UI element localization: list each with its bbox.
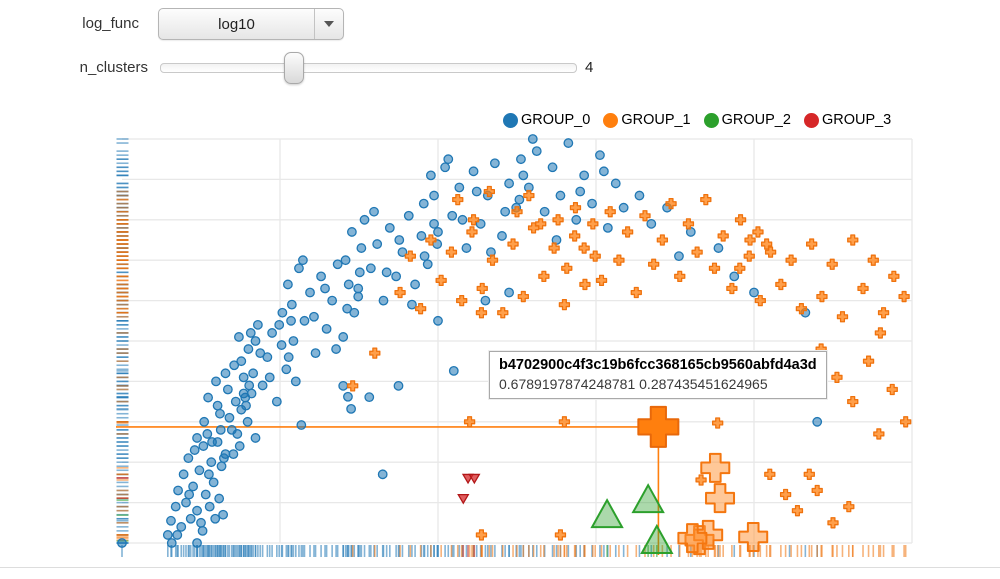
legend-label: GROUP_2 <box>721 112 791 128</box>
log-func-selected-value: log10 <box>218 15 255 33</box>
chevron-down-icon <box>324 21 334 27</box>
log-func-control-row: log_func log10 <box>0 8 1000 40</box>
legend-swatch-icon <box>803 112 819 128</box>
tooltip-id-text: b4702900c4f3c19b6fcc368165cb9560abfd4a3d <box>499 357 817 373</box>
legend-item-group_0[interactable]: GROUP_0 <box>503 112 590 128</box>
n-clusters-label: n_clusters <box>79 59 148 76</box>
n-clusters-control-row: n_clusters 4 <box>0 52 1000 84</box>
n-clusters-slider-track[interactable] <box>160 52 577 84</box>
log-func-dropdown[interactable]: log10 <box>158 8 344 40</box>
legend-swatch-icon <box>603 112 619 128</box>
legend-item-group_3[interactable]: GROUP_3 <box>803 112 892 128</box>
bottom-divider <box>0 567 1000 568</box>
legend-label: GROUP_0 <box>521 112 591 128</box>
dropdown-caret-button[interactable] <box>314 9 343 39</box>
legend-item-group_1[interactable]: GROUP_1 <box>603 112 691 128</box>
hover-tooltip: b4702900c4f3c19b6fcc368165cb9560abfd4a3d… <box>489 351 827 399</box>
n-clusters-slider-handle[interactable] <box>284 52 304 84</box>
legend-label: GROUP_3 <box>821 112 892 128</box>
legend-label: GROUP_1 <box>621 112 691 128</box>
legend-swatch-icon <box>503 112 518 128</box>
tooltip-xy-values: 0.6789197874248781 0.287435451624965 <box>499 376 768 392</box>
legend-item-group_2[interactable]: GROUP_2 <box>703 112 791 128</box>
log-func-label: log_func <box>82 15 139 32</box>
legend: GROUP_0 GROUP_1 GROUP_2 GROUP_3 <box>503 112 891 128</box>
n-clusters-value: 4 <box>585 59 594 76</box>
legend-swatch-icon <box>703 112 719 128</box>
